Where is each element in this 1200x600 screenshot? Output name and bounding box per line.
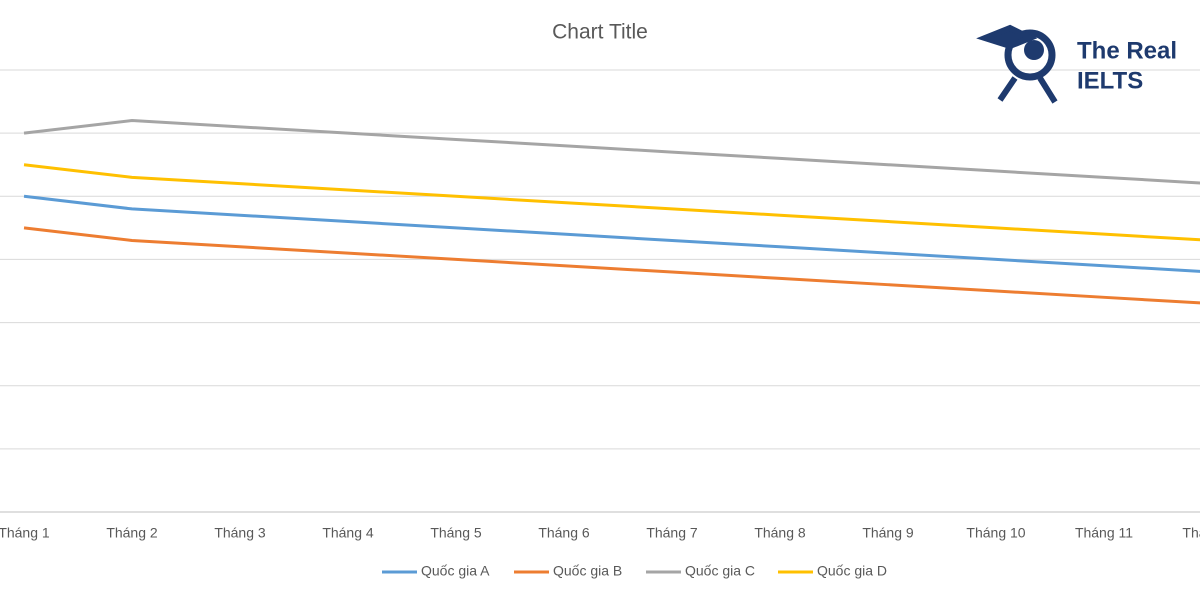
logo-icon <box>976 24 1058 104</box>
plot <box>23 119 1200 305</box>
x-tick-label: Tháng 3 <box>214 525 266 541</box>
line <box>23 194 1200 273</box>
line <box>23 119 1200 185</box>
legend-label: Quốc gia C <box>685 563 755 579</box>
x-tick-label: Tháng 7 <box>646 525 698 541</box>
x-tick-label: Tháng 9 <box>862 525 914 541</box>
legend-label: Quốc gia A <box>421 563 490 579</box>
x-tick-label: Tháng 5 <box>430 525 482 541</box>
x-tick-label: Tháng 6 <box>538 525 590 541</box>
x-tick-label: Tháng 10 <box>966 525 1025 541</box>
x-tick-label: Tháng 4 <box>322 525 374 541</box>
logo: The Real IELTS <box>976 24 1177 104</box>
chart-title: Chart Title <box>552 21 648 44</box>
logo-text: The Real <box>1077 37 1177 64</box>
legend-label: Quốc gia B <box>553 563 622 579</box>
x-tick-label: Tháng 2 <box>106 525 158 541</box>
x-tick-label: Tháng 1 <box>0 525 50 541</box>
x-tick-label: Tháng 8 <box>754 525 806 541</box>
logo-icon <box>1004 29 1056 81</box>
legend-label: Quốc gia D <box>817 563 887 579</box>
x-tick-label: Tháng 12 <box>1182 525 1200 541</box>
logo-icon <box>1024 40 1044 60</box>
line <box>23 226 1200 305</box>
logo-text: IELTS <box>1077 67 1143 94</box>
line <box>23 163 1200 242</box>
x-tick-label: Tháng 11 <box>1075 525 1133 541</box>
